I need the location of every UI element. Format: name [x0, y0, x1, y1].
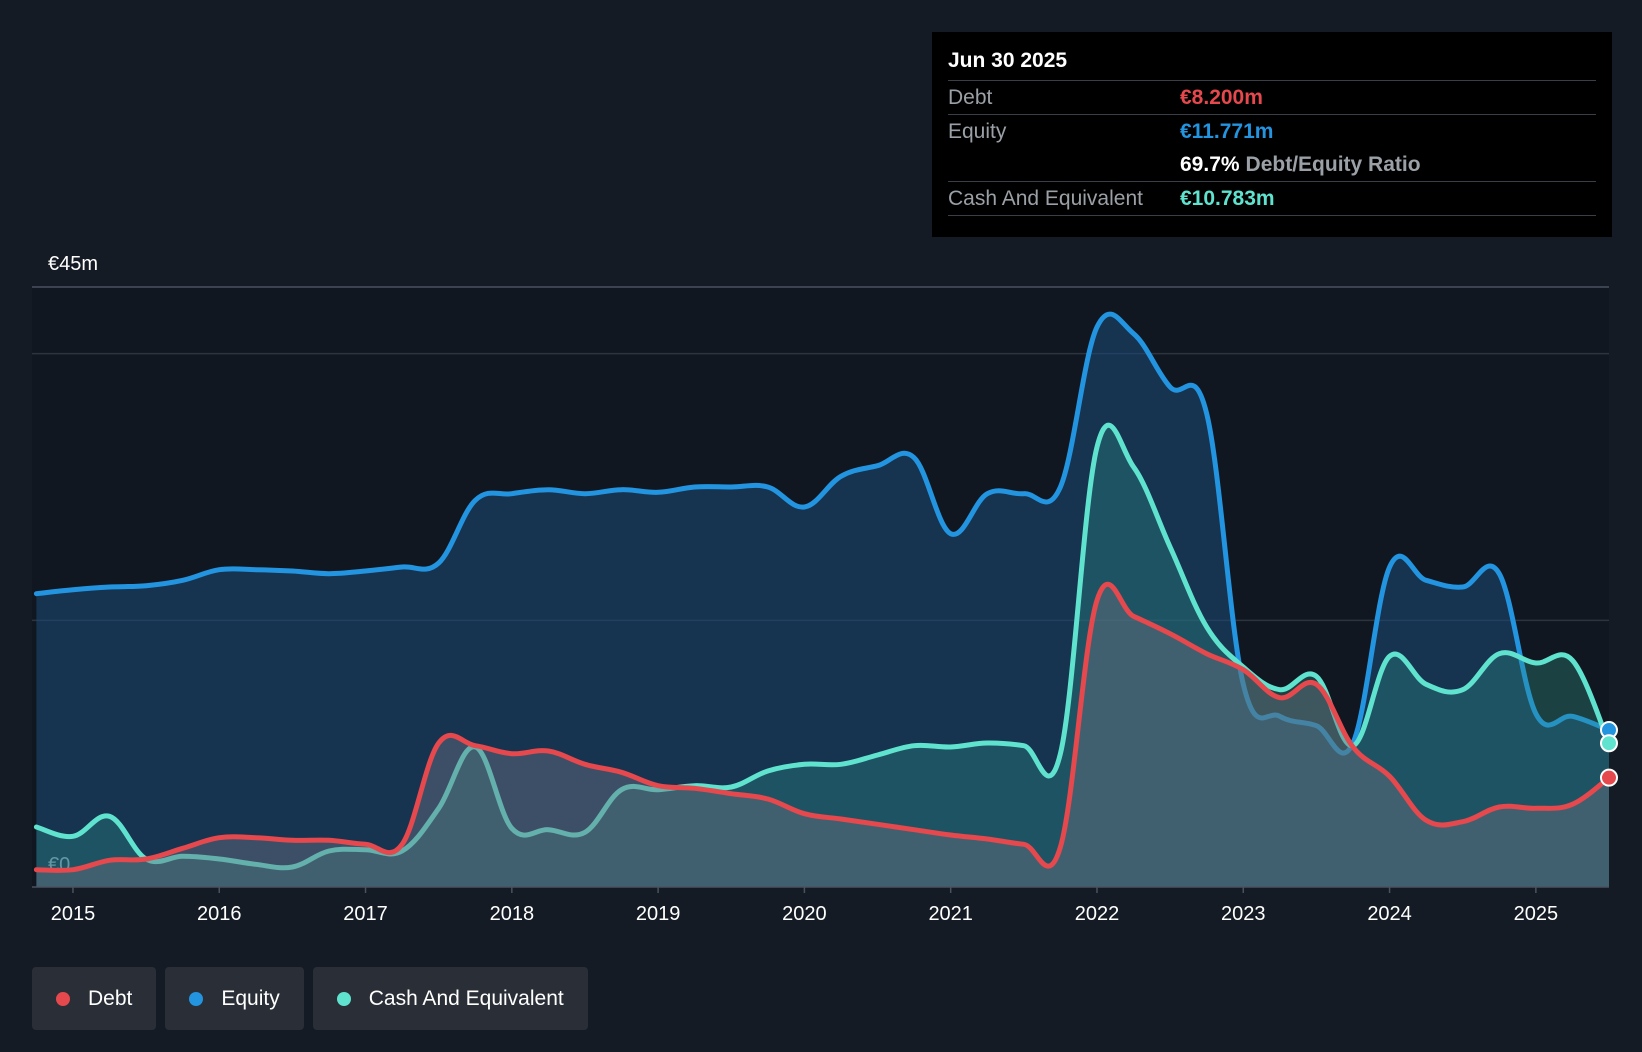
x-tick-label: 2019: [636, 903, 681, 925]
legend-dot-equity-icon: [189, 991, 204, 1006]
legend: Debt Equity Cash And Equivalent: [32, 967, 588, 1030]
legend-dot-debt-icon: [56, 991, 70, 1006]
line-equity: [33, 311, 1609, 756]
x-tick-label: 2021: [928, 903, 973, 925]
tooltip-cash-label: Cash And Equivalent: [948, 186, 1143, 210]
legend-label-equity: Equity: [221, 986, 280, 1010]
legend-item-cash[interactable]: Cash And Equivalent: [312, 967, 588, 1030]
legend-item-debt[interactable]: Debt: [32, 967, 157, 1030]
x-tick-label: 2023: [1221, 903, 1266, 925]
x-tick-label: 2024: [1367, 903, 1412, 925]
tooltip-row-cash: Cash And Equivalent €10.783m: [948, 181, 1596, 216]
tooltip-panel: Jun 30 2025 Debt €8.200m Equity €11.771m…: [932, 32, 1612, 237]
tooltip-equity-label: Equity: [948, 119, 1007, 143]
series-endpoints: [1600, 721, 1618, 787]
tooltip-debt-label: Debt: [948, 85, 993, 109]
x-tick-label: 2017: [343, 903, 388, 925]
tooltip-row-equity: Equity €11.771m: [948, 114, 1596, 148]
x-tick-label: 2015: [51, 903, 96, 925]
tooltip-date: Jun 30 2025: [948, 49, 1068, 72]
tooltip-debt-value: €8.200m: [1180, 85, 1263, 109]
endpoint-debt: [1600, 768, 1618, 787]
x-tick-label: 2025: [1514, 903, 1559, 925]
tooltip-cash-value: €10.783m: [1180, 186, 1275, 210]
tooltip-equity-value: €11.771m: [1180, 119, 1274, 143]
legend-item-equity[interactable]: Equity: [165, 967, 304, 1030]
legend-label-debt: Debt: [88, 986, 133, 1010]
legend-label-cash: Cash And Equivalent: [368, 986, 564, 1010]
x-tick-label: 2016: [197, 903, 242, 925]
x-axis: 2015 2016 2017 2018 2019 2020 2021 2022 2023 2024…: [32, 886, 1609, 925]
tooltip-row-ratio: 69.7% Debt/Equity Ratio: [948, 148, 1596, 181]
area-cash-and-equivalent: [36, 425, 1609, 887]
y-axis-top-label: €45m: [48, 253, 98, 275]
tooltip-ratio-label: Debt/Equity Ratio: [1245, 152, 1421, 176]
series-group: [33, 311, 1609, 887]
area-equity: [36, 314, 1609, 887]
line-debt: [33, 581, 1609, 873]
legend-dot-cash-icon: [336, 991, 351, 1006]
endpoint-cash-and-equivalent: [1600, 734, 1618, 753]
x-tick-label: 2020: [782, 903, 827, 925]
tooltip-ratio-value: 69.7%: [1180, 152, 1240, 176]
tooltip-row-debt: Debt €8.200m: [948, 80, 1596, 114]
x-tick-label: 2018: [490, 903, 535, 925]
x-tick-label: 2022: [1075, 903, 1120, 925]
